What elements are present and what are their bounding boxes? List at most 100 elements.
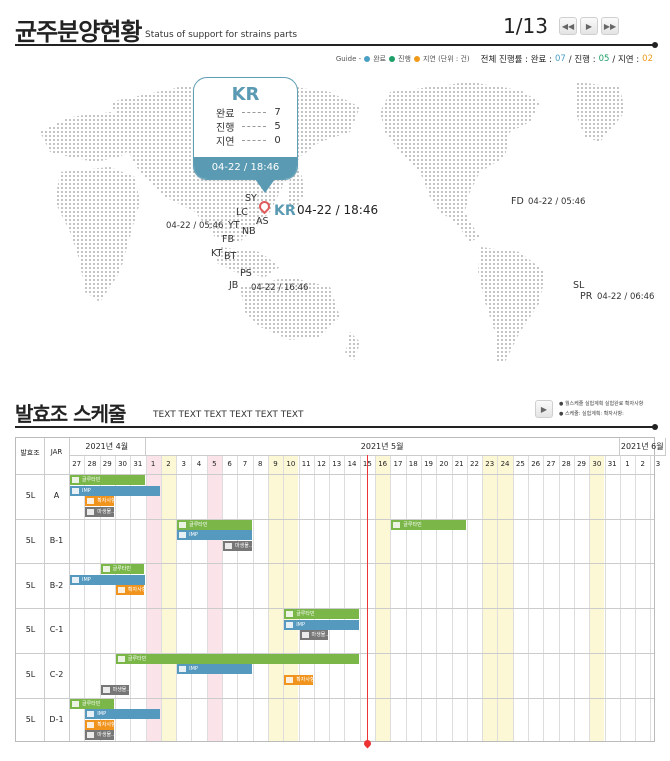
day-column	[390, 456, 405, 741]
row-divider	[16, 608, 654, 610]
jar-label: C-1	[49, 625, 64, 635]
day-label: 25	[515, 460, 525, 468]
day-label: 17	[393, 460, 403, 468]
loc-sl[interactable]: SL	[573, 280, 585, 291]
popup-row-done: 완료 7	[194, 105, 297, 120]
glutamine-bar[interactable]: 글루타민	[177, 519, 252, 530]
dash-divider	[242, 125, 267, 127]
fermenter-size-label: 5L	[25, 491, 36, 501]
loc-fd[interactable]: FD	[511, 196, 524, 207]
day-column	[222, 456, 237, 741]
bar-icon	[72, 477, 79, 483]
day-label: 4	[196, 460, 202, 468]
day-label: 23	[485, 460, 495, 468]
imp-bar[interactable]: IMP	[70, 485, 160, 496]
schedule-play-button[interactable]: ▶	[535, 400, 553, 418]
bar-label: 글루타민	[112, 566, 131, 573]
delay-dot-icon	[413, 56, 420, 62]
day-column	[451, 456, 467, 741]
day-label: 1	[150, 460, 156, 468]
loc-as[interactable]: AS	[256, 216, 269, 227]
check-item-bar[interactable]: 확자사항	[85, 719, 114, 730]
day-label: 5	[212, 460, 217, 468]
divider-dot	[652, 424, 658, 430]
day-label: 2	[166, 460, 171, 468]
bar-icon	[286, 621, 294, 628]
loc-pr[interactable]: PR	[580, 291, 593, 302]
day-column	[99, 456, 115, 741]
day-label: 19	[424, 460, 433, 468]
day-label: 29	[102, 460, 112, 468]
loc-bt[interactable]: BT	[224, 251, 237, 262]
check-item-bar[interactable]: 확자사항	[284, 674, 313, 685]
imp-bar[interactable]: IMP	[85, 709, 160, 719]
schedule-title: 발효조 스케줄	[15, 402, 126, 426]
check-item-bar[interactable]: 확자사항	[85, 496, 114, 506]
loc-kt[interactable]: KT	[211, 248, 223, 259]
day-label: 3	[181, 460, 186, 468]
bar-icon	[286, 676, 294, 683]
microbe-bar[interactable]: 마생물..	[85, 506, 114, 517]
check-item-bar[interactable]: 확자사항	[115, 585, 145, 596]
col-header-fermenter: 발효조	[20, 449, 40, 457]
glutamine-bar[interactable]: 글루타민	[100, 564, 145, 575]
summary-label: 전체 진행률 : 완료 :	[480, 55, 552, 65]
bar-icon	[72, 576, 79, 583]
bar-icon	[87, 508, 95, 515]
day-column	[543, 456, 558, 741]
loc-ps[interactable]: PS	[240, 268, 252, 279]
next-page-button[interactable]: ▶▶	[601, 17, 619, 35]
microbe-bar[interactable]: 마생물..	[85, 730, 114, 740]
day-column	[604, 456, 620, 741]
fermenter-size-label: 5L	[25, 580, 36, 590]
kr-marker-label[interactable]: KR	[274, 203, 296, 219]
fd-time: 04-22 / 05:46	[528, 197, 586, 207]
day-label: 21	[454, 460, 464, 468]
popup-row-label: 완료	[216, 108, 235, 120]
imp-bar[interactable]: IMP	[177, 664, 252, 675]
schedule-legend-line-1: ● 월스케줄 실험계획 실험완료 확자사항	[559, 401, 644, 407]
row-divider	[16, 563, 654, 565]
row-divider	[16, 697, 654, 699]
month-label: 2021년 5월	[145, 438, 620, 456]
microbe-bar[interactable]: 마생물..	[223, 540, 252, 551]
schedule-subtitle: TEXT TEXT TEXT TEXT TEXT TEXT	[153, 410, 304, 420]
delay-count-label: / 지연 :	[612, 55, 640, 65]
microbe-bar[interactable]: 마생물..	[299, 630, 329, 641]
glutamine-bar[interactable]: 글루타민	[391, 519, 466, 530]
glutamine-bar[interactable]: 글루타민	[284, 609, 359, 620]
fermenter-size-label: 5L	[25, 714, 36, 724]
microbe-bar[interactable]: 마생물..	[100, 685, 130, 696]
imp-bar[interactable]: IMP	[70, 574, 145, 585]
progress-label: 진행	[398, 55, 411, 63]
popup-pointer-icon	[255, 179, 275, 193]
day-label: 6	[227, 460, 232, 468]
loc-jb[interactable]: JB	[229, 280, 239, 291]
glutamine-bar[interactable]: 글루타민	[70, 698, 114, 709]
day-label: 31	[607, 460, 617, 468]
loc-lc[interactable]: LC	[236, 207, 248, 218]
done-count: 07	[554, 54, 566, 64]
column-divider	[44, 438, 45, 741]
day-column	[466, 456, 482, 741]
imp-bar[interactable]: IMP	[177, 530, 252, 541]
prev-page-button[interactable]: ◀◀	[559, 17, 577, 35]
yt-time: 04-22 / 05:46	[166, 221, 224, 231]
bar-icon	[179, 666, 187, 673]
loc-sy[interactable]: SY	[245, 193, 257, 204]
day-label: 16	[378, 460, 388, 468]
imp-bar[interactable]: IMP	[284, 619, 359, 630]
day-column	[436, 456, 451, 741]
bar-label: 글루타민	[189, 521, 208, 528]
glutamine-bar[interactable]: 글루타민	[115, 653, 359, 664]
loc-nb[interactable]: NB	[242, 226, 256, 237]
bar-icon	[393, 521, 401, 528]
loc-fb[interactable]: FB	[222, 234, 234, 245]
jar-label: D-1	[49, 714, 64, 724]
play-button[interactable]: ▶	[580, 17, 598, 35]
day-label: 24	[500, 460, 510, 468]
glutamine-bar[interactable]: 글루타민	[70, 475, 145, 485]
loc-yt[interactable]: YT	[228, 220, 240, 231]
bar-label: 확자사항	[127, 587, 145, 594]
day-label: 30	[592, 460, 602, 468]
